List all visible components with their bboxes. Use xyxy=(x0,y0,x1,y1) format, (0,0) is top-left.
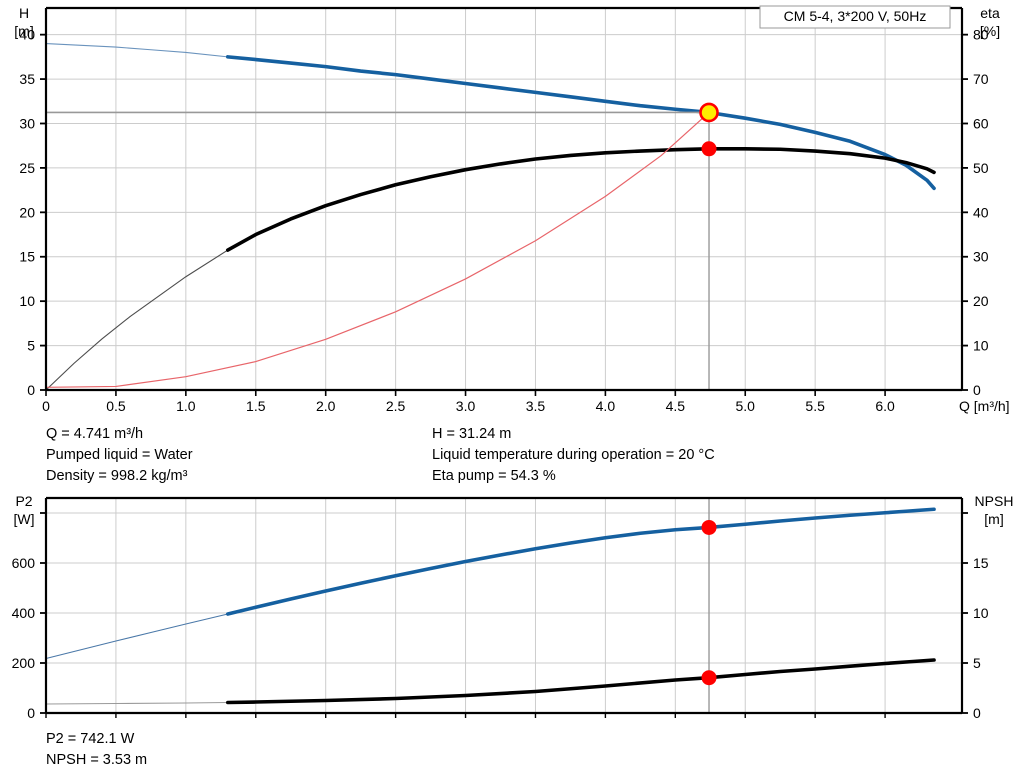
y-tick-label-1: 200 xyxy=(12,655,36,671)
y2-axis-title-line-0: NPSH xyxy=(975,493,1014,509)
duty-point-group xyxy=(46,102,719,390)
system-curve xyxy=(45,112,710,388)
head-efficiency-chart: 0 0.5 1.0 1.5 2.0 2.5 3.0 3.5 4.0 4.5 5.0 5.5 6.0 Q [… xyxy=(14,5,1009,414)
info-bottom-line-1: NPSH = 3.53 m xyxy=(46,752,148,768)
y2-tick-label-3: 30 xyxy=(973,249,989,265)
y-tick-label-5: 25 xyxy=(19,160,35,176)
y-tick-label-0: 0 xyxy=(27,382,35,398)
y2-tick-label-2: 10 xyxy=(973,605,989,621)
info-right-line-2: Eta pump = 54.3 % xyxy=(432,468,556,484)
grid-lines xyxy=(46,498,962,713)
y2-tick-label-8: 80 xyxy=(973,27,989,43)
y2-tick-label-0: 0 xyxy=(973,705,981,721)
y-tick-label-1: 5 xyxy=(27,338,35,354)
duty-marker-npsh xyxy=(701,670,717,686)
y2-tick-label-4: 40 xyxy=(973,204,989,220)
info-bottom-line-0: P2 = 742.1 W xyxy=(46,731,135,747)
NPSH-curve-thick xyxy=(226,658,936,705)
y-tick-label-3: 15 xyxy=(19,249,35,265)
y-axis-title-line-0: P2 xyxy=(15,493,32,509)
tick-labels: 0 200 400 600 0 5 10 15 P2 [W] NPSH [m] xyxy=(12,493,1014,721)
curves xyxy=(45,42,936,391)
y-tick-label-2: 400 xyxy=(12,605,36,621)
x-tick-label-10: 5.0 xyxy=(736,398,756,414)
y2-tick-label-0: 0 xyxy=(973,382,981,398)
y2-axis-title-line-1: [m] xyxy=(984,511,1003,527)
x-tick-label-8: 4.0 xyxy=(596,398,616,414)
x-tick-label-1: 0.5 xyxy=(106,398,126,414)
x-tick-label-4: 2.0 xyxy=(316,398,336,414)
title-box-label: CM 5-4, 3*200 V, 50Hz xyxy=(784,8,927,24)
tick-labels: 0 0.5 1.0 1.5 2.0 2.5 3.0 3.5 4.0 4.5 5.0 5.5 6.0 Q [… xyxy=(14,5,1009,414)
info-left-line-2: Density = 998.2 kg/m³ xyxy=(46,468,188,484)
y-tick-label-2: 10 xyxy=(19,293,35,309)
y-tick-label-4: 20 xyxy=(19,204,35,220)
info-block-right: H = 31.24 m Liquid temperature during ope… xyxy=(432,424,715,487)
H-curve-thin xyxy=(45,42,228,58)
info-right-line-1: Liquid temperature during operation = 20… xyxy=(432,447,715,463)
y-axis-title-line-0: H xyxy=(19,5,29,21)
curves xyxy=(45,507,936,705)
y2-axis-title-line-1: [%] xyxy=(980,23,1000,39)
y-tick-label-3: 600 xyxy=(12,555,36,571)
y2-tick-label-3: 15 xyxy=(973,555,989,571)
duty-marker-head xyxy=(699,102,719,123)
info-block-bottom: P2 = 742.1 W NPSH = 3.53 m xyxy=(46,729,147,771)
y-tick-label-7: 35 xyxy=(19,71,35,87)
info-left-line-0: Q = 4.741 m³/h xyxy=(46,426,144,442)
info-right-line-0: H = 31.24 m xyxy=(432,426,512,442)
y2-tick-label-5: 50 xyxy=(973,160,989,176)
y-tick-label-8: 40 xyxy=(19,27,35,43)
x-axis-title: Q [m³/h] xyxy=(959,398,1010,414)
y2-tick-label-1: 5 xyxy=(973,655,981,671)
y2-tick-label-2: 20 xyxy=(973,293,989,309)
x-tick-label-9: 4.5 xyxy=(666,398,686,414)
y-axis-title-line-1: [m] xyxy=(14,23,33,39)
x-tick-label-2: 1.0 xyxy=(176,398,196,414)
y2-tick-label-1: 10 xyxy=(973,338,989,354)
info-block-left: Q = 4.741 m³/h Pumped liquid = Water Densi… xyxy=(46,424,193,487)
axes xyxy=(44,496,964,715)
x-tick-label-11: 5.5 xyxy=(805,398,825,414)
x-tick-label-3: 1.5 xyxy=(246,398,266,414)
y2-tick-label-7: 70 xyxy=(973,71,989,87)
info-left-line-1: Pumped liquid = Water xyxy=(46,447,193,463)
H-curve-thick xyxy=(226,55,936,191)
NPSH-curve-thin xyxy=(45,701,228,705)
y-tick-label-0: 0 xyxy=(27,705,35,721)
duty-point-group xyxy=(701,498,717,713)
title-box: CM 5-4, 3*200 V, 50Hz xyxy=(759,5,951,29)
y-tick-label-6: 30 xyxy=(19,115,35,131)
x-tick-label-0: 0 xyxy=(42,398,50,414)
grid-lines xyxy=(46,8,962,390)
y2-axis-title-line-0: eta xyxy=(980,5,1000,21)
eta-curve-thick xyxy=(226,147,936,252)
x-tick-label-6: 3.0 xyxy=(456,398,476,414)
P2-curve-thick xyxy=(226,507,936,616)
x-tick-label-7: 3.5 xyxy=(526,398,546,414)
x-tick-label-12: 6.0 xyxy=(875,398,895,414)
y2-tick-label-6: 60 xyxy=(973,115,989,131)
y-axis-title-line-1: [W] xyxy=(14,511,35,527)
duty-marker-p2 xyxy=(701,519,717,535)
P2-curve-thin xyxy=(45,613,228,660)
eta-curve-thin xyxy=(45,249,229,391)
duty-marker-eta xyxy=(701,141,717,157)
x-tick-label-5: 2.5 xyxy=(386,398,406,414)
